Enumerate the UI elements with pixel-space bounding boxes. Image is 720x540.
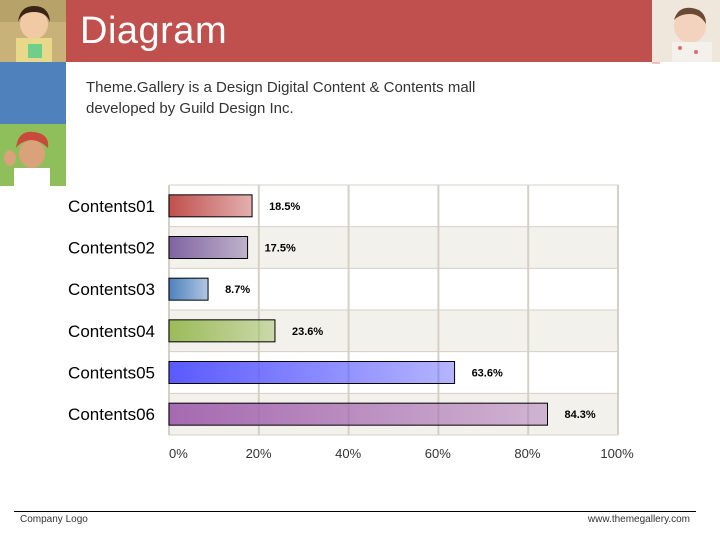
bar-contents02 [168,236,249,259]
bar-chart: Contents01 Contents02 Contents03 Contents04… [68,184,634,461]
value-label-contents02: 17.5% [265,243,296,255]
x-tick-labels: 0% 20% 40% 60% 80% 100% [169,446,634,461]
category-label-contents03: Contents03 [68,280,155,299]
value-label-contents01: 18.5% [269,201,300,213]
intro-text: Theme.Gallery is a Design Digital Conten… [86,77,526,119]
footer-divider [14,511,696,512]
category-labels: Contents01 Contents02 Contents03 Contents04… [68,197,155,424]
girl-photo [0,0,66,62]
page-title: Diagram [80,10,228,52]
category-label-contents04: Contents04 [68,322,155,341]
value-label-contents05: 63.6% [472,368,503,380]
pink-accent-block [652,62,660,64]
value-label-contents03: 8.7% [225,284,250,296]
title-band: Diagram [66,0,652,62]
website-link[interactable]: www.themegallery.com [587,514,690,525]
x-tick-label: 0% [169,446,188,461]
plot-band [169,268,618,310]
value-label-contents06: 84.3% [565,409,596,421]
company-logo: Company Logo [20,514,88,525]
chart-bars [168,194,549,426]
x-tick-label: 20% [246,446,272,461]
x-tick-label: 60% [425,446,451,461]
bar-contents01 [168,194,253,218]
category-label-contents06: Contents06 [68,405,155,424]
bar-contents06 [168,402,549,426]
baby-photo [652,0,720,62]
bar-contents05 [168,361,456,384]
bar-contents03 [168,277,209,301]
intro-line-1: Theme.Gallery is a Design Digital Conten… [86,79,476,96]
x-tick-label: 80% [514,446,540,461]
x-tick-label: 40% [335,446,361,461]
category-label-contents02: Contents02 [68,239,155,258]
bar-contents04 [168,319,276,343]
value-labels: 18.5% 17.5% 8.7% 23.6% 63.6% 84.3% [225,201,596,421]
chart-grid [168,184,619,436]
boy-photo [0,124,66,186]
intro-line-2: developed by Guild Design Inc. [86,100,294,117]
category-label-contents05: Contents05 [68,364,155,383]
x-tick-label: 100% [600,446,634,461]
category-label-contents01: Contents01 [68,197,155,216]
blue-accent-block [0,62,66,124]
value-label-contents04: 23.6% [292,326,323,338]
